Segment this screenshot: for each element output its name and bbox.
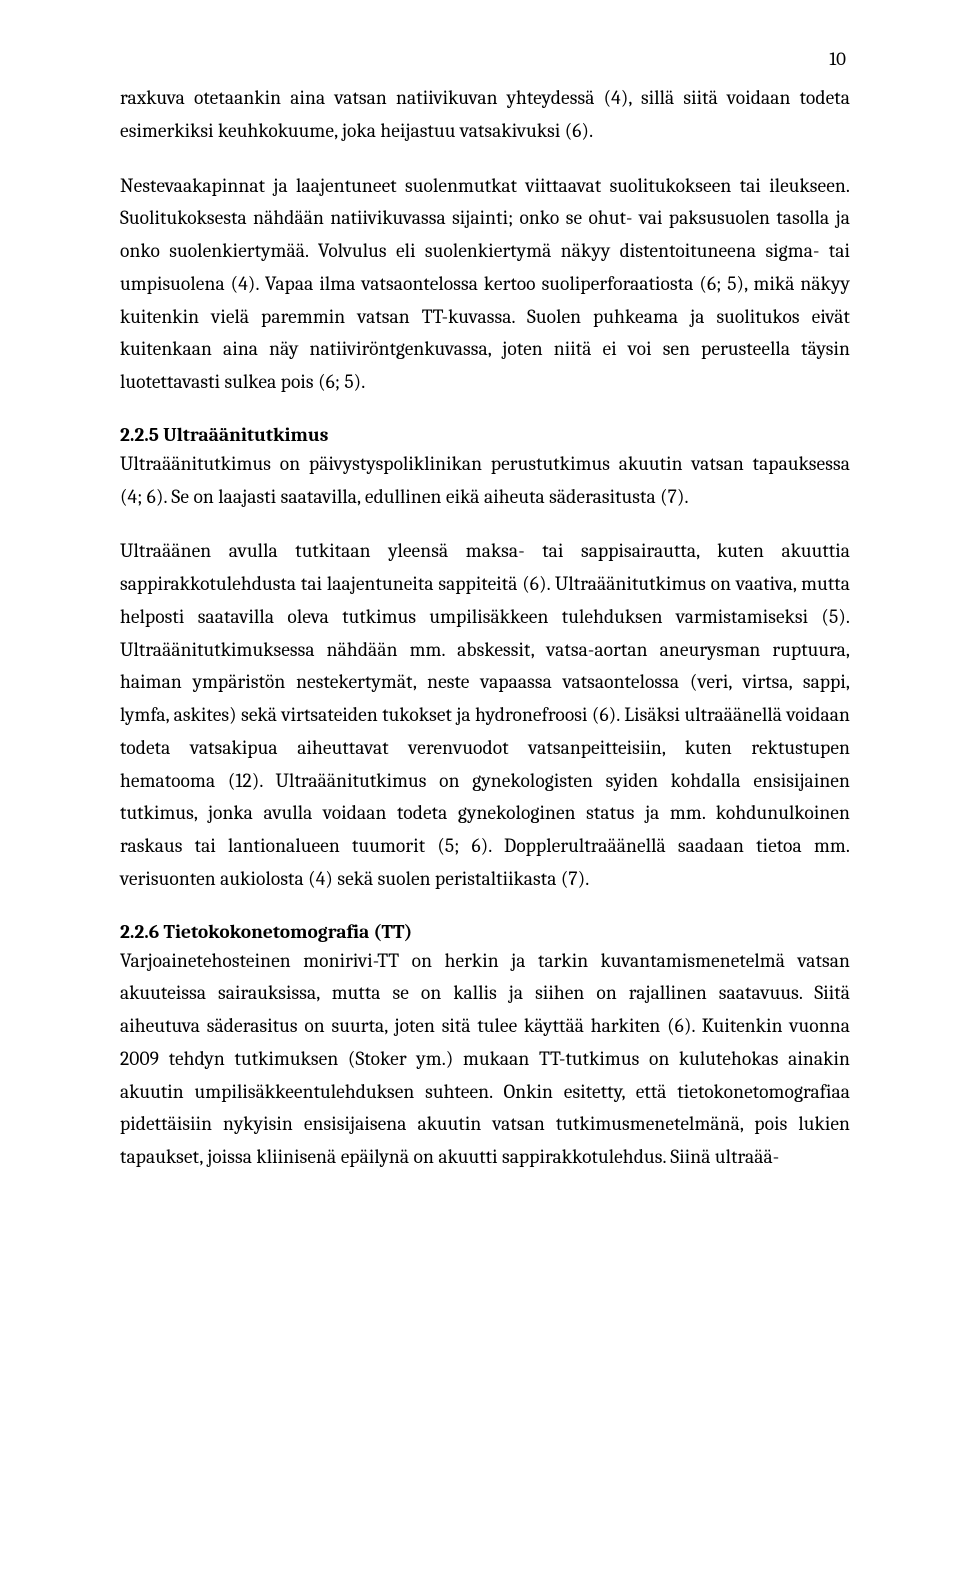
paragraph-3: Ultraäänitutkimus on päivystyspoliklinik… (120, 448, 850, 514)
heading-2-2-6: 2.2.6 Tietokokonetomografia (TT) (120, 920, 850, 943)
page-number: 10 (120, 48, 850, 70)
paragraph-5: Varjoainetehosteinen monirivi-TT on herk… (120, 945, 850, 1174)
paragraph-4: Ultraäänen avulla tutkitaan yleensä maks… (120, 535, 850, 895)
document-page: 10 raxkuva otetaankin aina vatsan natiiv… (0, 0, 960, 1572)
paragraph-1: raxkuva otetaankin aina vatsan natiiviku… (120, 82, 850, 148)
paragraph-2: Nestevaakapinnat ja laajentuneet suolenm… (120, 170, 850, 399)
heading-2-2-5: 2.2.5 Ultraäänitutkimus (120, 423, 850, 446)
